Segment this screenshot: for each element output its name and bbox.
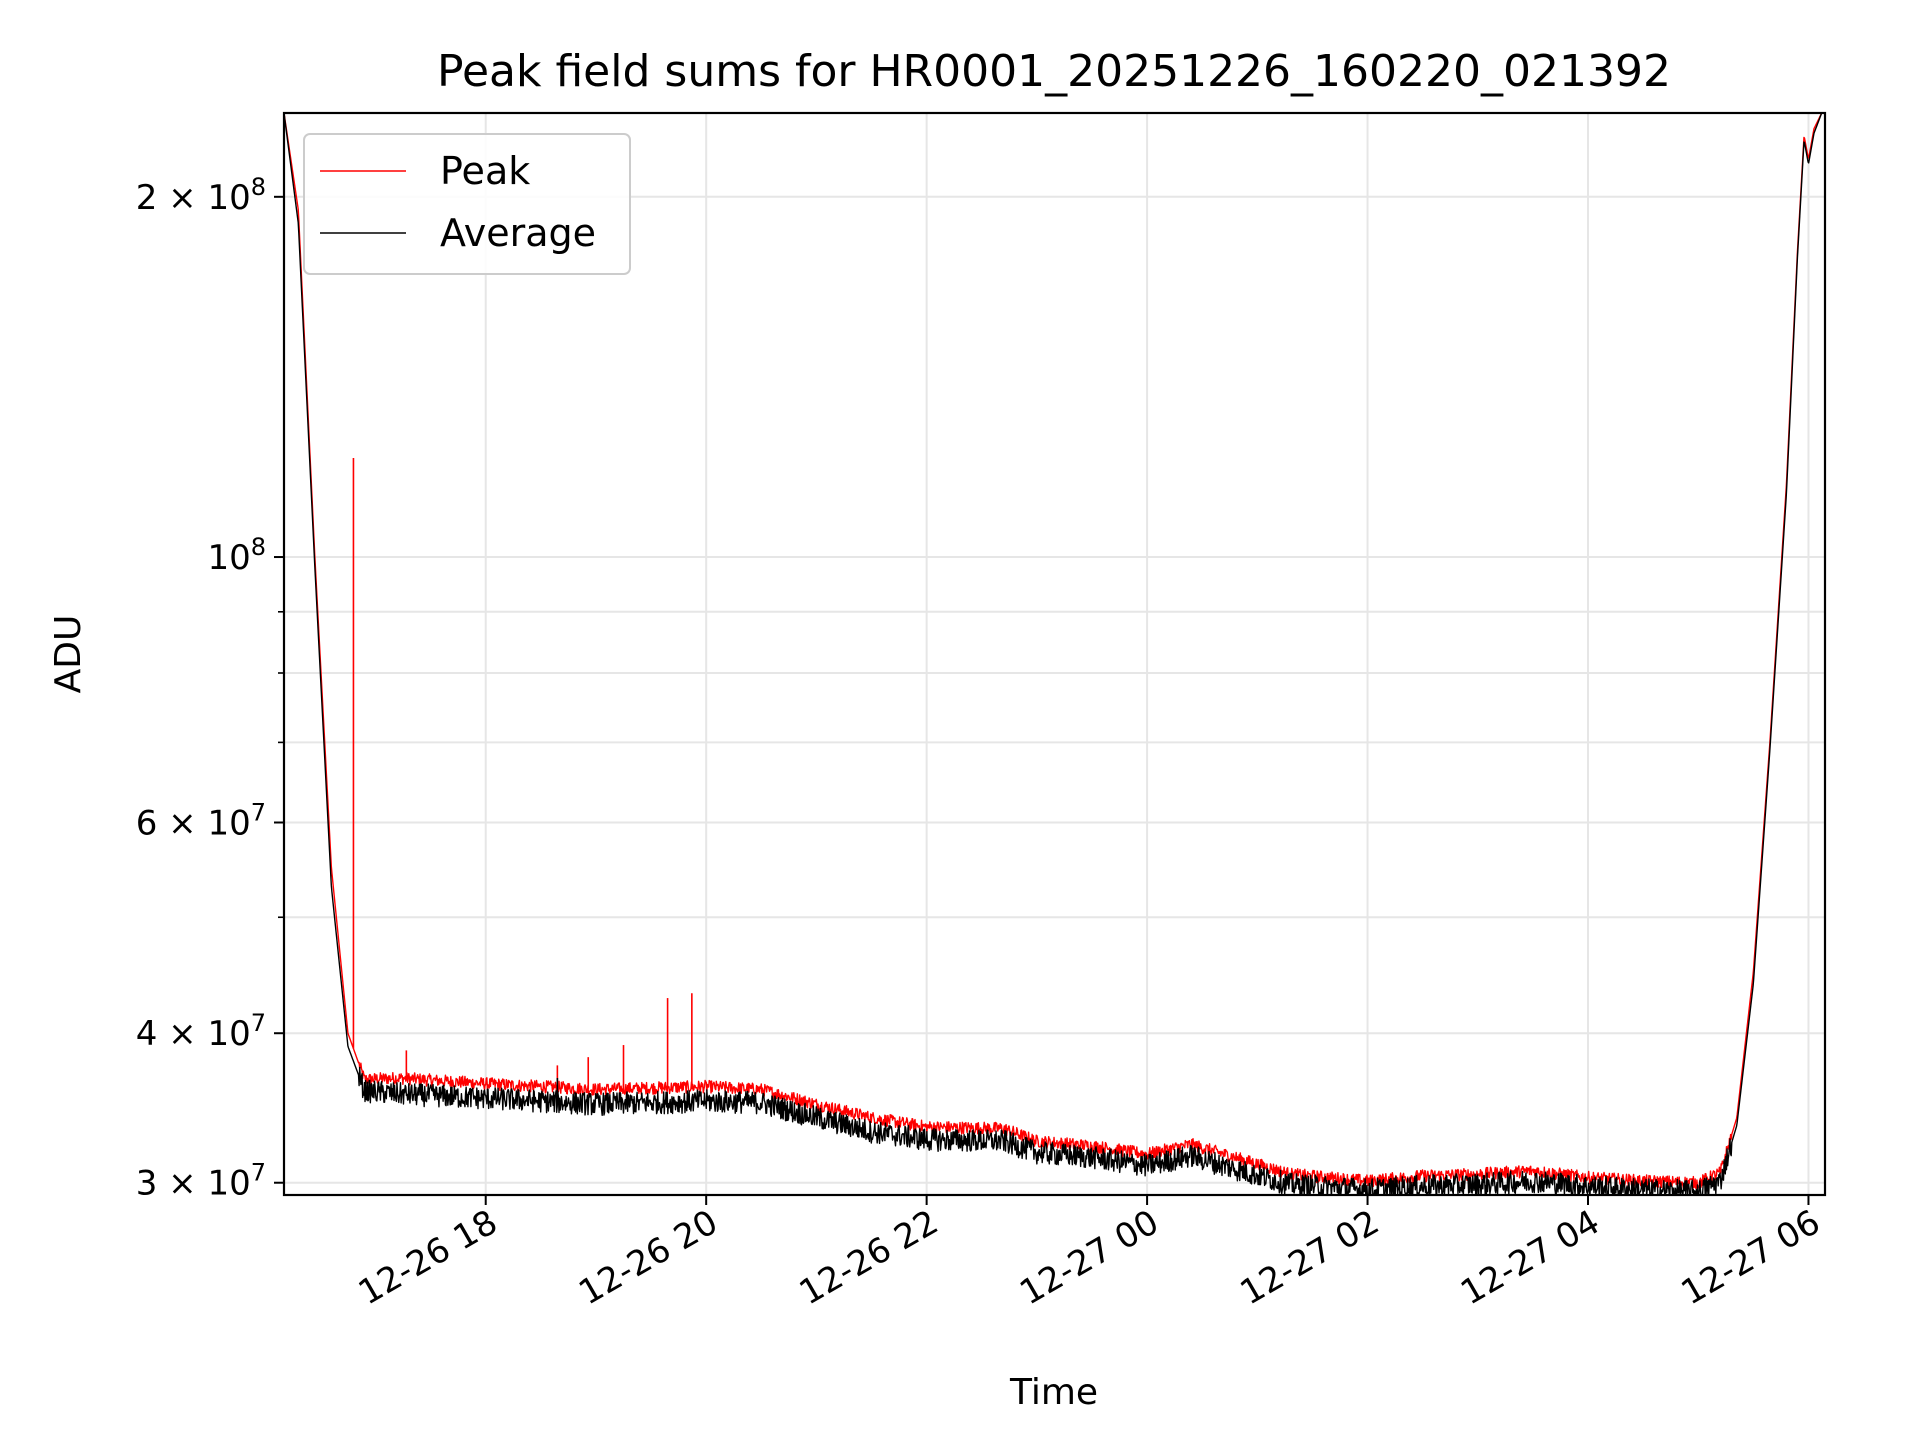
series-layer bbox=[284, 113, 1823, 1195]
chart-title: Peak field sums for HR0001_20251226_1602… bbox=[437, 46, 1671, 97]
y-tick-label: 108 bbox=[207, 533, 266, 578]
series-line-average bbox=[284, 113, 1823, 1195]
legend-average-label: Average bbox=[440, 211, 596, 255]
legend-box bbox=[303, 133, 631, 275]
plot-frame bbox=[282, 111, 1827, 1197]
y-axis-label: ADU bbox=[48, 615, 89, 694]
y-tick-label: 3 × 107 bbox=[136, 1159, 266, 1204]
series-line-peak bbox=[284, 113, 1823, 1190]
y-tick-label: 2 × 108 bbox=[136, 173, 266, 218]
x-axis-label: Time bbox=[1009, 1372, 1098, 1413]
legend-peak-label: Peak bbox=[440, 149, 530, 193]
y-tick-label: 4 × 107 bbox=[136, 1009, 266, 1054]
y-tick-label: 6 × 107 bbox=[136, 799, 266, 844]
legend: Peak Average bbox=[303, 133, 631, 275]
